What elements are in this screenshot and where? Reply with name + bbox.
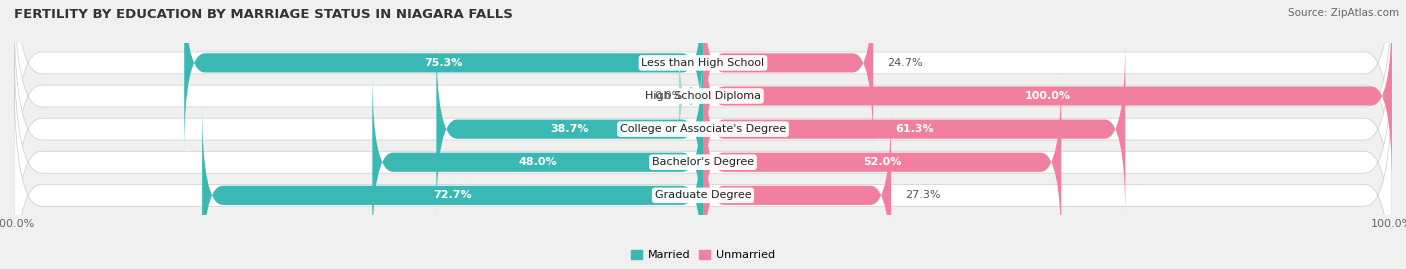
Text: 48.0%: 48.0% xyxy=(519,157,557,167)
Text: 100.0%: 100.0% xyxy=(1025,91,1070,101)
Text: 75.3%: 75.3% xyxy=(425,58,463,68)
FancyBboxPatch shape xyxy=(436,39,703,219)
Text: 72.7%: 72.7% xyxy=(433,190,472,200)
FancyBboxPatch shape xyxy=(703,106,891,269)
Text: FERTILITY BY EDUCATION BY MARRIAGE STATUS IN NIAGARA FALLS: FERTILITY BY EDUCATION BY MARRIAGE STATU… xyxy=(14,8,513,21)
FancyBboxPatch shape xyxy=(703,39,1125,219)
FancyBboxPatch shape xyxy=(14,0,1392,218)
FancyBboxPatch shape xyxy=(703,6,1392,186)
FancyBboxPatch shape xyxy=(184,0,703,153)
Legend: Married, Unmarried: Married, Unmarried xyxy=(627,245,779,265)
Text: 24.7%: 24.7% xyxy=(887,58,922,68)
Text: 52.0%: 52.0% xyxy=(863,157,901,167)
FancyBboxPatch shape xyxy=(703,0,873,153)
FancyBboxPatch shape xyxy=(14,0,1392,185)
Text: High School Diploma: High School Diploma xyxy=(645,91,761,101)
FancyBboxPatch shape xyxy=(373,73,703,252)
Text: Less than High School: Less than High School xyxy=(641,58,765,68)
FancyBboxPatch shape xyxy=(14,74,1392,269)
Text: 61.3%: 61.3% xyxy=(894,124,934,134)
FancyBboxPatch shape xyxy=(202,106,703,269)
Text: 27.3%: 27.3% xyxy=(905,190,941,200)
Text: Source: ZipAtlas.com: Source: ZipAtlas.com xyxy=(1288,8,1399,18)
Text: Bachelor's Degree: Bachelor's Degree xyxy=(652,157,754,167)
FancyBboxPatch shape xyxy=(14,8,1392,251)
FancyBboxPatch shape xyxy=(14,41,1392,269)
Text: 0.0%: 0.0% xyxy=(654,91,682,101)
FancyBboxPatch shape xyxy=(679,39,703,153)
Text: 38.7%: 38.7% xyxy=(550,124,589,134)
Text: Graduate Degree: Graduate Degree xyxy=(655,190,751,200)
FancyBboxPatch shape xyxy=(703,73,1062,252)
Text: College or Associate's Degree: College or Associate's Degree xyxy=(620,124,786,134)
